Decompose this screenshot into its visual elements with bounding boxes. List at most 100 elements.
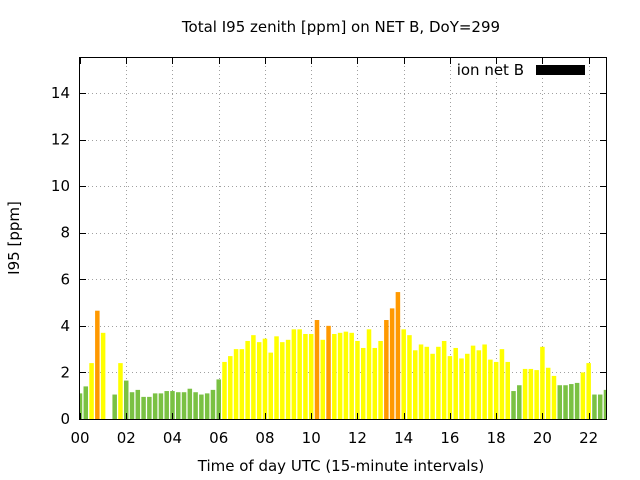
bar <box>152 393 158 419</box>
bar <box>505 361 510 419</box>
bar <box>569 384 574 419</box>
bar <box>187 388 193 419</box>
bar <box>603 389 606 419</box>
bar <box>355 340 360 419</box>
bar-series <box>80 292 606 419</box>
bar <box>378 340 383 419</box>
bar <box>135 389 141 419</box>
bar <box>181 392 187 419</box>
bar <box>430 353 435 419</box>
bar <box>147 396 152 419</box>
bar <box>228 356 233 419</box>
bar <box>262 338 268 419</box>
bar <box>337 332 343 419</box>
bar <box>453 347 458 419</box>
bar <box>176 392 181 419</box>
bar <box>332 333 337 419</box>
bar <box>141 396 146 419</box>
bar <box>204 393 210 419</box>
x-tick-label: 22 <box>579 429 598 447</box>
bar <box>493 361 499 419</box>
bar <box>436 346 441 419</box>
x-tick-label: 10 <box>302 429 321 447</box>
x-axis-label: Time of day UTC (15-minute intervals) <box>197 457 484 475</box>
y-tick-label: 8 <box>60 224 70 242</box>
bar <box>528 368 534 419</box>
bar <box>511 391 516 419</box>
bar <box>384 320 389 419</box>
bar <box>245 340 250 419</box>
bar <box>118 363 123 419</box>
bar <box>395 292 401 419</box>
bar <box>418 344 424 419</box>
bar <box>303 333 308 419</box>
bar <box>499 349 505 419</box>
bar <box>274 336 279 419</box>
bar <box>540 346 545 419</box>
y-tick-label: 4 <box>60 317 70 335</box>
bar <box>482 344 487 419</box>
bar <box>129 392 135 419</box>
x-tick-label: 04 <box>163 429 182 447</box>
bar <box>551 375 557 419</box>
y-tick-label: 0 <box>60 410 70 428</box>
bar <box>216 379 221 419</box>
x-tick-label: 14 <box>394 429 413 447</box>
bar <box>459 358 464 419</box>
bar <box>447 356 453 419</box>
bar <box>308 333 314 419</box>
bar <box>164 391 169 419</box>
y-tick-label: 14 <box>51 84 70 102</box>
bar <box>80 393 83 419</box>
bar <box>580 372 586 419</box>
y-tick-label: 12 <box>51 131 70 149</box>
y-tick-label: 10 <box>51 177 70 195</box>
y-axis-label: I95 [ppm] <box>5 201 23 275</box>
bar <box>343 331 349 419</box>
bar <box>112 394 117 419</box>
bar <box>95 310 100 419</box>
y-tick-label: 6 <box>60 270 70 288</box>
bar <box>441 340 447 419</box>
plot-frame <box>79 57 607 420</box>
legend: ion net B <box>457 61 585 79</box>
bar <box>360 347 366 419</box>
x-tick-label: 16 <box>440 429 459 447</box>
bar <box>123 380 129 419</box>
x-tick-label: 08 <box>255 429 274 447</box>
bar <box>222 361 227 419</box>
bar <box>488 359 493 419</box>
bar <box>586 363 591 419</box>
bar <box>372 347 378 419</box>
bar <box>522 368 528 419</box>
bar <box>268 352 274 419</box>
bar <box>89 363 94 419</box>
chart-title: Total I95 zenith [ppm] on NET B, DoY=299 <box>181 18 500 36</box>
bar <box>470 345 476 419</box>
bar <box>349 332 354 419</box>
bar <box>100 332 106 419</box>
bar <box>320 339 326 419</box>
bar <box>280 342 285 419</box>
bar <box>412 350 418 419</box>
x-tick-label: 18 <box>487 429 506 447</box>
bar <box>545 367 551 419</box>
bar <box>407 335 412 419</box>
bar <box>326 325 331 419</box>
bar <box>592 394 597 419</box>
bar <box>158 393 164 419</box>
bar <box>291 329 297 419</box>
x-tick-label: 20 <box>533 429 552 447</box>
bar <box>465 353 470 419</box>
bar <box>389 308 395 419</box>
x-tick-label: 02 <box>117 429 136 447</box>
bar <box>401 329 406 419</box>
x-tick-label: 06 <box>209 429 228 447</box>
bar <box>193 392 198 419</box>
bar <box>563 385 568 419</box>
bar <box>297 329 302 419</box>
bar <box>534 370 539 419</box>
bar <box>285 339 291 419</box>
bar <box>597 394 603 419</box>
